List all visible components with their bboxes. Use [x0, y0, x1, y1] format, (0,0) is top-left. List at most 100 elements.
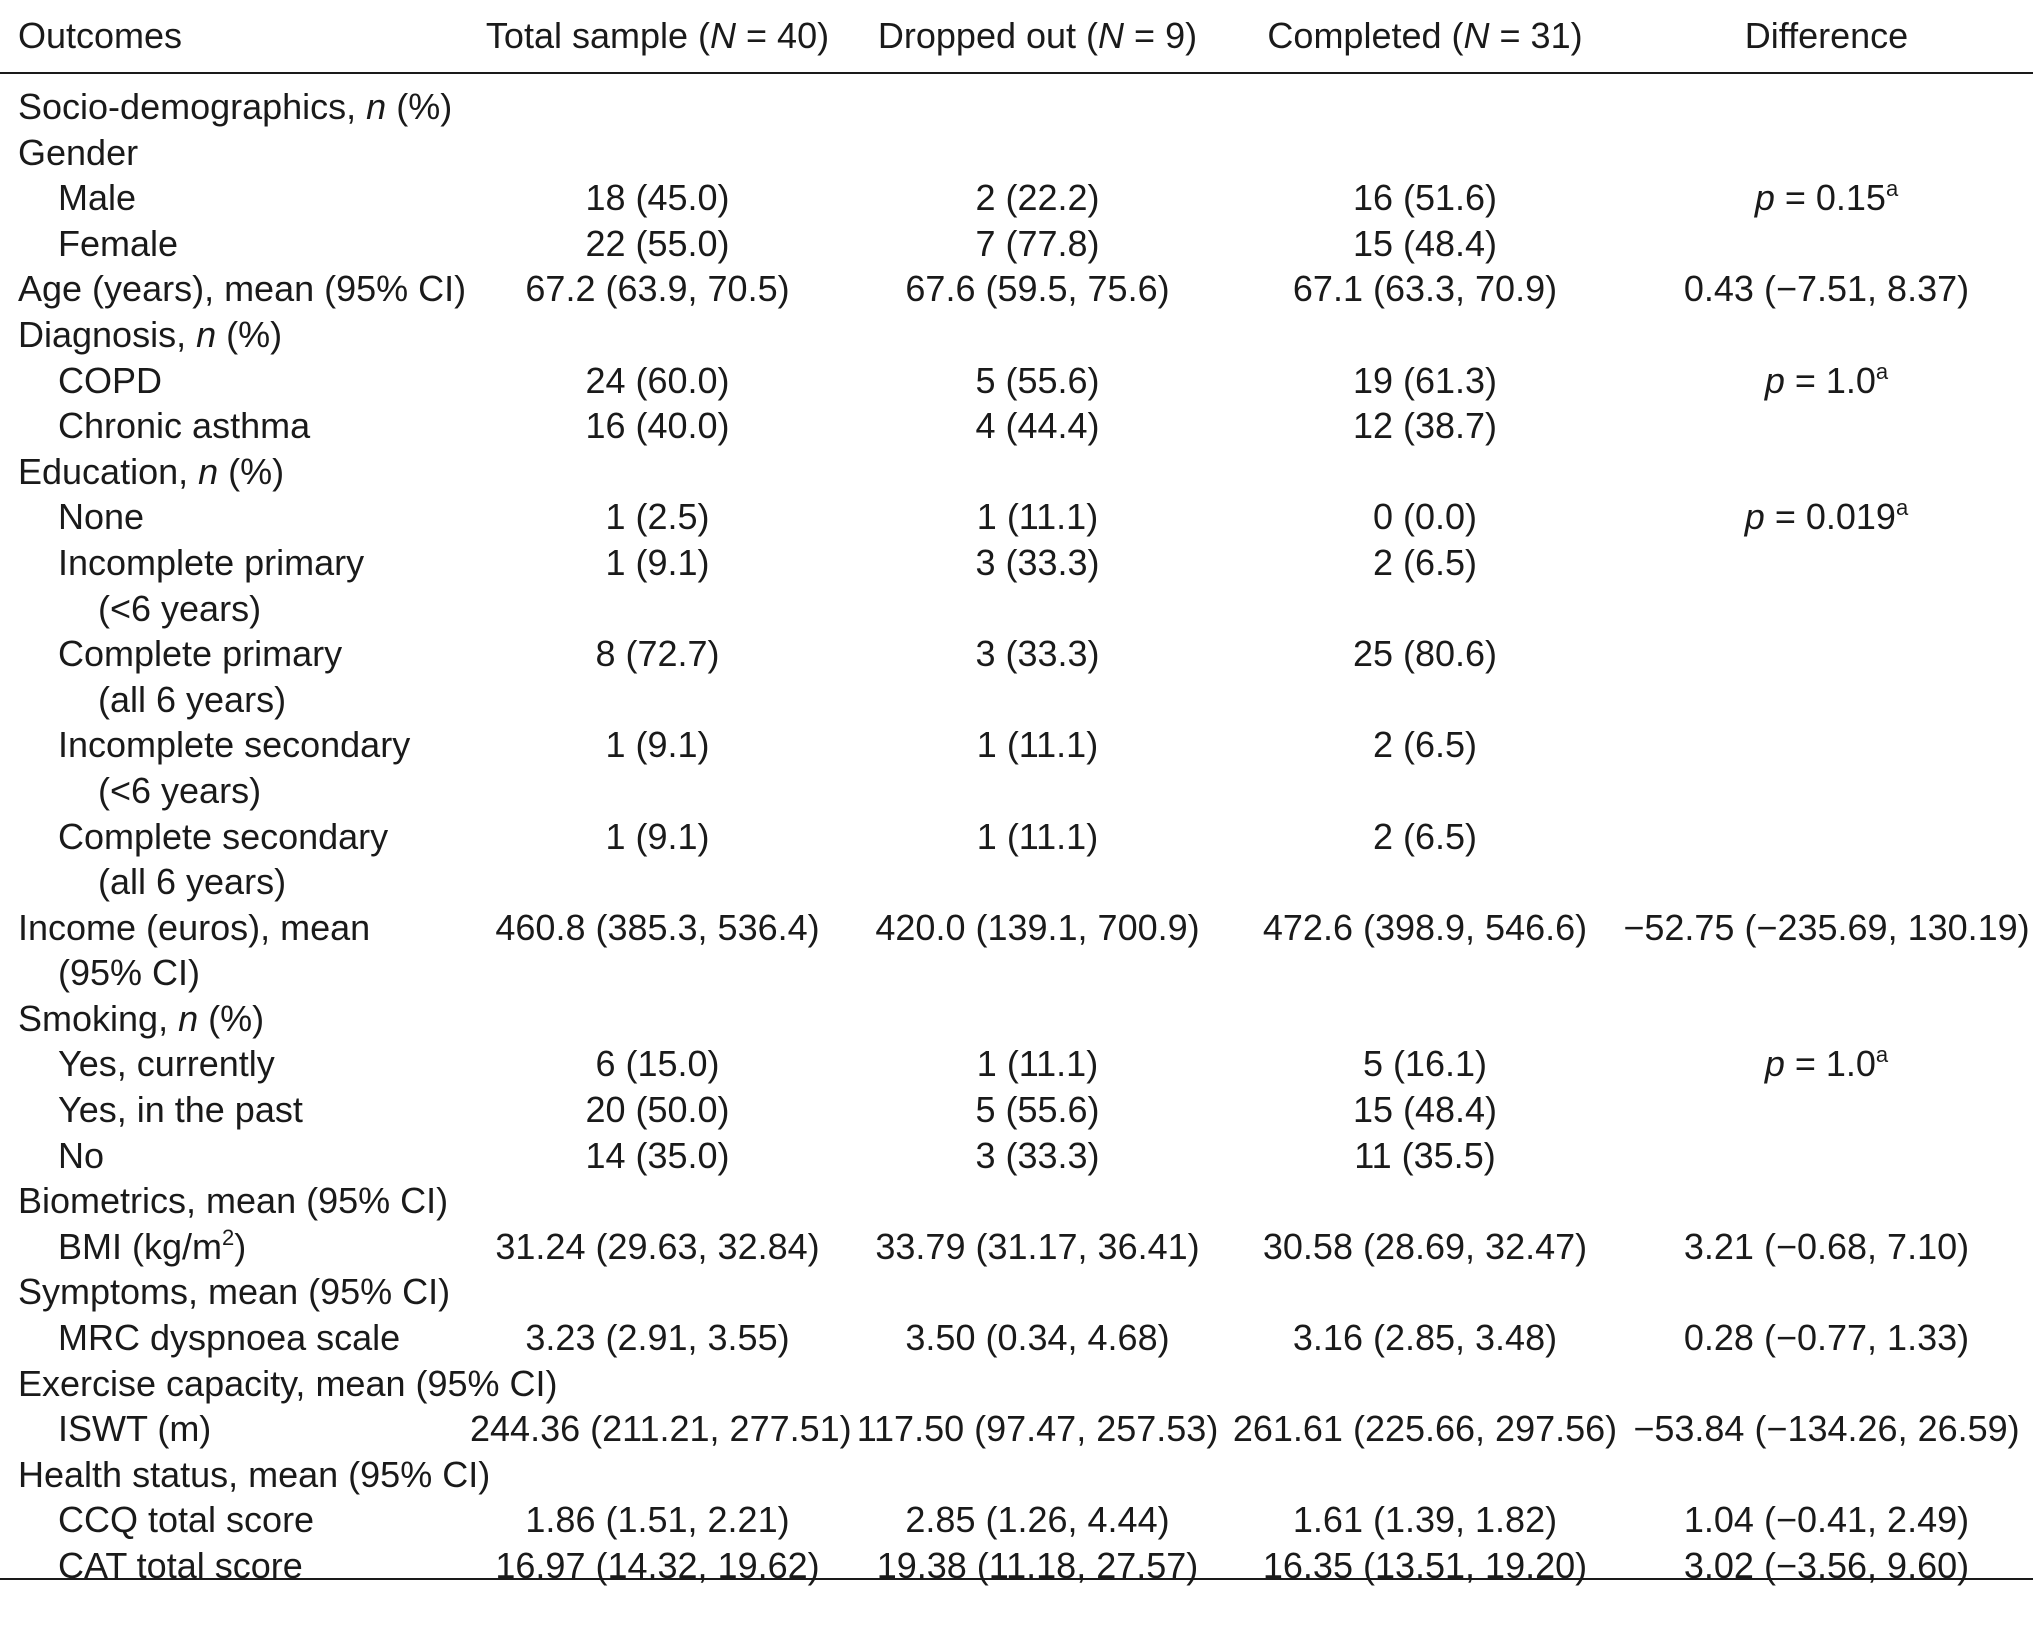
cell-completed: 3.16 (2.85, 3.48)	[1292, 1317, 1558, 1359]
header-dropped-out: Dropped out (N = 9)	[845, 0, 1230, 74]
cell-difference: 0.43 (−7.51, 8.37)	[1683, 268, 1970, 310]
cell-difference: p = 1.0a	[1764, 358, 1889, 401]
cell-dropped-out: 3 (33.3)	[975, 1134, 1100, 1176]
table-row: CCQ total score 1.86 (1.51, 2.21) 2.85 (1.…	[0, 1497, 2033, 1543]
header-outcomes: Outcomes	[0, 0, 470, 74]
row-label-text: No	[58, 1134, 105, 1176]
cell-total-sample: 16 (40.0)	[585, 405, 730, 447]
cell-total-sample	[470, 130, 845, 176]
cell-difference	[1620, 722, 2033, 813]
row-label: Complete secondary (all 6 years)	[0, 814, 470, 905]
cell-total-sample: 67.2 (63.9, 70.5)	[525, 268, 790, 310]
row-label: MRC dyspnoea scale	[0, 1315, 470, 1361]
cell-dropped-out	[845, 996, 1230, 1042]
row-label-text: Symptoms, mean (95% CI)	[18, 1271, 451, 1313]
row-label-text: MRC dyspnoea scale	[58, 1317, 401, 1359]
cell-difference	[1620, 996, 2033, 1042]
cell-completed: 16.35 (13.51, 19.20)	[1262, 1545, 1588, 1586]
cell-total-sample	[470, 1452, 845, 1498]
cell-dropped-out	[845, 1269, 1230, 1315]
table-row: Female 22 (55.0) 7 (77.8) 15 (48.4)	[0, 221, 2033, 267]
cell-difference	[1620, 1452, 2033, 1498]
cell-difference	[1620, 221, 2033, 267]
cell-completed	[1230, 312, 1620, 358]
row-label: COPD	[0, 358, 470, 404]
cell-difference: 3.02 (−3.56, 9.60)	[1683, 1545, 1970, 1586]
table-row: Exercise capacity, mean (95% CI)	[0, 1361, 2033, 1407]
row-label: Incomplete secondary (<6 years)	[0, 722, 470, 813]
row-label-continuation: (all 6 years)	[98, 678, 287, 720]
cell-total-sample: 1 (9.1)	[605, 541, 710, 583]
cell-completed: 12 (38.7)	[1352, 405, 1498, 447]
cell-completed: 2 (6.5)	[1372, 724, 1478, 766]
table-row: Diagnosis, n (%)	[0, 312, 2033, 358]
row-label-text: Income (euros), mean	[18, 906, 371, 948]
cell-dropped-out: 1 (11.1)	[976, 496, 1099, 538]
row-label-text: Socio-demographics, n (%)	[18, 86, 453, 127]
row-label: Age (years), mean (95% CI)	[0, 266, 470, 312]
cell-difference	[1620, 73, 2033, 130]
row-label: Male	[0, 175, 470, 221]
cell-total-sample: 244.36 (211.21, 277.51)	[470, 1408, 852, 1450]
row-label-text: Exercise capacity, mean (95% CI)	[18, 1362, 558, 1404]
cell-difference	[1620, 540, 2033, 631]
row-label: Income (euros), mean (95% CI)	[0, 905, 470, 996]
cell-completed	[1230, 996, 1620, 1042]
row-label-text: COPD	[58, 359, 163, 401]
cell-difference: p = 0.019a	[1744, 495, 1909, 538]
cell-difference	[1620, 1269, 2033, 1315]
cell-dropped-out: 3 (33.3)	[975, 541, 1100, 583]
table-row: Chronic asthma 16 (40.0) 4 (44.4) 12 (38.7)	[0, 403, 2033, 449]
cell-dropped-out	[845, 312, 1230, 358]
cell-dropped-out	[845, 1178, 1230, 1224]
row-label: CCQ total score	[0, 1497, 470, 1543]
cell-total-sample: 24 (60.0)	[585, 359, 730, 401]
row-label-text: Incomplete primary	[58, 541, 365, 583]
cell-total-sample: 20 (50.0)	[585, 1089, 730, 1131]
cell-completed	[1230, 1361, 1620, 1407]
row-label-text: Smoking, n (%)	[18, 997, 265, 1039]
cell-difference	[1620, 631, 2033, 722]
cell-completed: 261.61 (225.66, 297.56)	[1232, 1408, 1618, 1450]
row-label: Complete primary (all 6 years)	[0, 631, 470, 722]
row-label: None	[0, 494, 470, 540]
row-label: CAT total score	[0, 1543, 470, 1589]
row-label-text: Health status, mean (95% CI)	[18, 1453, 491, 1495]
results-table-container: Outcomes Total sample (N = 40) Dropped o…	[0, 0, 2033, 1589]
row-label: No	[0, 1133, 470, 1179]
cell-completed	[1230, 449, 1620, 495]
table-row: Yes, in the past 20 (50.0) 5 (55.6) 15 (48.…	[0, 1087, 2033, 1133]
cell-difference	[1620, 814, 2033, 905]
cell-dropped-out	[845, 130, 1230, 176]
cell-dropped-out	[845, 73, 1230, 130]
row-label: Smoking, n (%)	[0, 996, 470, 1042]
cell-dropped-out: 19.38 (11.18, 27.57)	[876, 1545, 1199, 1586]
row-label: Gender	[0, 130, 470, 176]
cell-total-sample: 31.24 (29.63, 32.84)	[495, 1225, 820, 1267]
cell-total-sample: 3.23 (2.91, 3.55)	[525, 1317, 790, 1359]
row-label-text: Yes, in the past	[58, 1089, 303, 1131]
table-row: CAT total score 16.97 (14.32, 19.62) 19.38…	[0, 1543, 2033, 1589]
cell-completed: 472.6 (398.9, 546.6)	[1262, 906, 1588, 948]
cell-total-sample: 6 (15.0)	[595, 1043, 720, 1085]
header-difference: Difference	[1620, 0, 2033, 74]
table-row: Biometrics, mean (95% CI)	[0, 1178, 2033, 1224]
row-label: Education, n (%)	[0, 449, 470, 495]
table-row: Gender	[0, 130, 2033, 176]
cell-dropped-out: 1 (11.1)	[976, 1043, 1099, 1085]
cell-completed: 15 (48.4)	[1352, 222, 1498, 264]
cell-dropped-out	[845, 449, 1230, 495]
row-label-text: Yes, currently	[58, 1043, 275, 1085]
table-row: Incomplete primary (<6 years) 1 (9.1) 3 (33…	[0, 540, 2033, 631]
cell-total-sample: 1 (9.1)	[605, 815, 710, 857]
cell-total-sample: 16.97 (14.32, 19.62)	[495, 1545, 820, 1586]
cell-total-sample	[470, 1269, 845, 1315]
header-completed: Completed (N = 31)	[1230, 0, 1620, 74]
row-label: Yes, in the past	[0, 1087, 470, 1133]
table-row: ISWT (m) 244.36 (211.21, 277.51) 117.50 (9…	[0, 1406, 2033, 1452]
cell-difference	[1620, 449, 2033, 495]
cell-dropped-out: 67.6 (59.5, 75.6)	[905, 268, 1170, 310]
table-row: COPD 24 (60.0) 5 (55.6) 19 (61.3) p = 1.0a	[0, 358, 2033, 404]
cell-completed	[1230, 130, 1620, 176]
cell-difference	[1620, 312, 2033, 358]
